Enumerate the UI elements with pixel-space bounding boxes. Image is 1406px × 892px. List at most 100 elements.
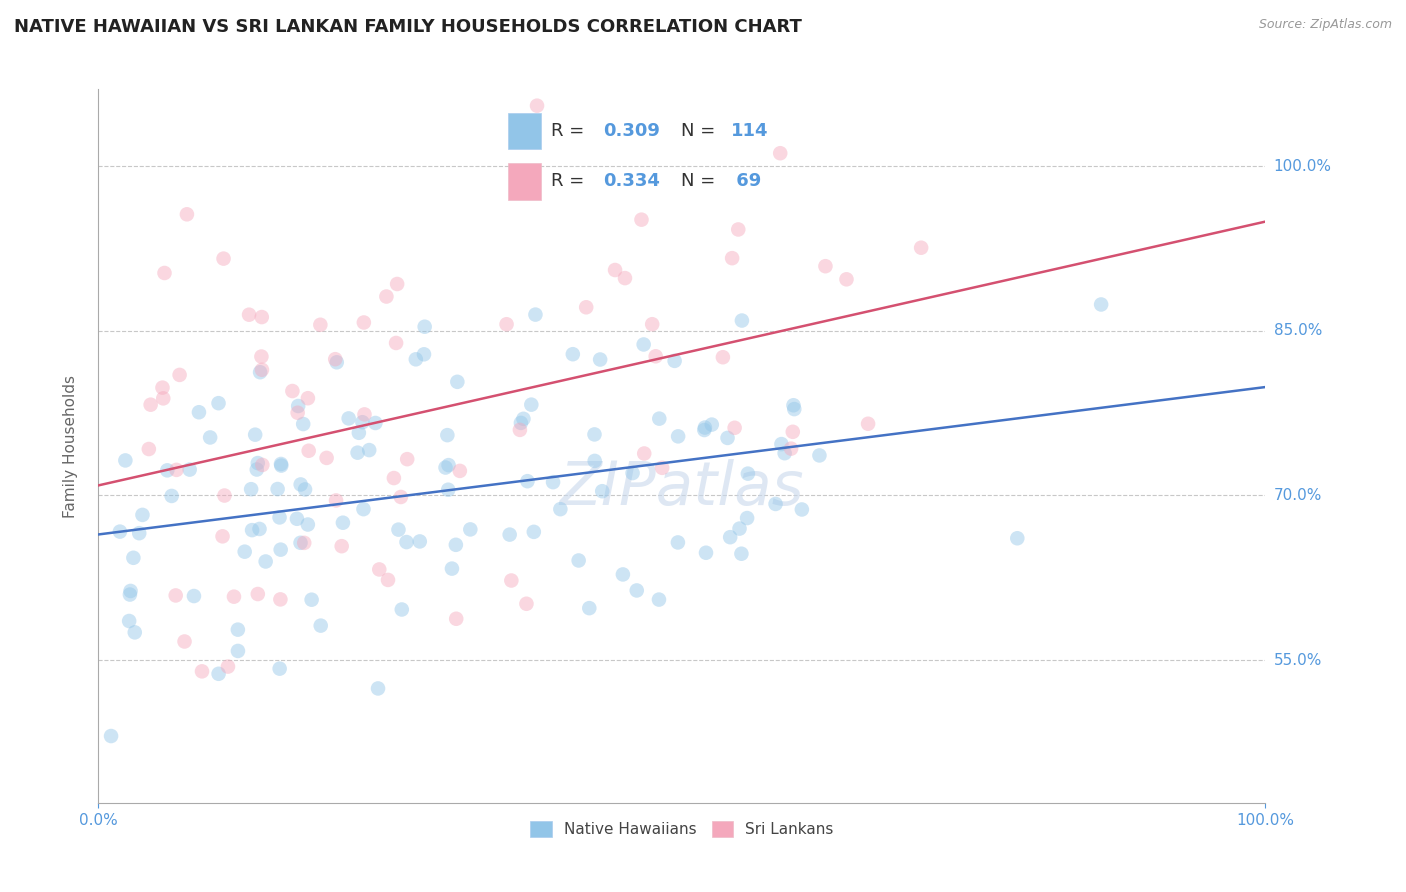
Point	[526, 98, 548, 112]
Point	[252, 458, 274, 472]
Point	[735, 511, 758, 525]
Point	[723, 421, 745, 435]
Point	[118, 614, 141, 628]
Point	[240, 482, 263, 496]
Point	[292, 536, 315, 550]
Point	[353, 316, 375, 330]
Point	[188, 405, 211, 419]
Point	[721, 251, 744, 265]
Point	[323, 352, 346, 367]
Point	[367, 681, 389, 696]
Point	[808, 449, 831, 463]
Point	[700, 417, 723, 432]
Point	[773, 446, 796, 460]
Point	[332, 516, 354, 530]
Point	[512, 412, 534, 426]
Point	[523, 524, 546, 539]
Point	[226, 623, 249, 637]
Point	[583, 427, 606, 442]
Point	[524, 308, 547, 322]
Point	[240, 523, 263, 537]
Point	[520, 398, 543, 412]
Point	[613, 271, 636, 285]
Point	[731, 313, 754, 327]
Point	[413, 319, 436, 334]
Point	[541, 475, 564, 490]
Point	[405, 352, 427, 367]
Point	[765, 497, 787, 511]
Point	[382, 471, 405, 485]
Point	[782, 398, 804, 412]
Point	[222, 590, 245, 604]
Point	[191, 665, 214, 679]
Point	[364, 416, 387, 430]
Point	[250, 350, 273, 364]
Point	[693, 420, 716, 434]
Y-axis label: Family Households: Family Households	[63, 375, 77, 517]
Point	[856, 417, 879, 431]
Point	[246, 456, 269, 470]
Point	[173, 634, 195, 648]
Point	[250, 363, 273, 377]
Point	[460, 523, 482, 537]
Point	[651, 460, 673, 475]
Point	[666, 535, 689, 549]
Point	[728, 522, 751, 536]
Point	[769, 146, 792, 161]
Point	[315, 450, 337, 465]
Point	[780, 442, 803, 456]
Point	[152, 392, 174, 406]
Point	[326, 355, 349, 369]
Point	[294, 483, 316, 497]
Point	[718, 530, 741, 544]
Point	[550, 502, 572, 516]
Point	[377, 573, 399, 587]
Point	[568, 553, 591, 567]
Point	[269, 510, 291, 524]
Point	[100, 729, 122, 743]
Point	[730, 547, 752, 561]
Point	[648, 592, 671, 607]
Point	[501, 574, 523, 588]
Point	[325, 493, 347, 508]
Point	[198, 430, 221, 444]
Text: NATIVE HAWAIIAN VS SRI LANKAN FAMILY HOUSEHOLDS CORRELATION CHART: NATIVE HAWAIIAN VS SRI LANKAN FAMILY HOU…	[14, 18, 801, 36]
Text: ZIPatlas: ZIPatlas	[560, 459, 804, 518]
Point	[644, 349, 666, 363]
Point	[387, 523, 409, 537]
Point	[583, 454, 606, 468]
Point	[153, 266, 176, 280]
Point	[783, 402, 806, 417]
Point	[633, 446, 655, 460]
Point	[385, 336, 408, 351]
Point	[727, 222, 749, 236]
Point	[337, 411, 360, 425]
Point	[254, 554, 277, 568]
Point	[666, 429, 689, 443]
Point	[626, 583, 648, 598]
Point	[389, 490, 412, 504]
Point	[368, 562, 391, 576]
Point	[233, 544, 256, 558]
Point	[179, 462, 201, 476]
Point	[630, 212, 652, 227]
Point	[108, 524, 131, 539]
Point	[118, 588, 141, 602]
Point	[910, 241, 932, 255]
Point	[770, 437, 793, 451]
Point	[498, 527, 520, 541]
Text: Source: ZipAtlas.com: Source: ZipAtlas.com	[1258, 18, 1392, 31]
Point	[176, 207, 198, 221]
Point	[301, 592, 323, 607]
Point	[437, 458, 460, 472]
Point	[385, 277, 408, 291]
Point	[633, 337, 655, 351]
Point	[353, 408, 375, 422]
Point	[169, 368, 191, 382]
Point	[359, 443, 381, 458]
Point	[711, 350, 734, 364]
Point	[449, 464, 471, 478]
Point	[391, 602, 413, 616]
Point	[814, 259, 837, 273]
Point	[436, 428, 458, 442]
